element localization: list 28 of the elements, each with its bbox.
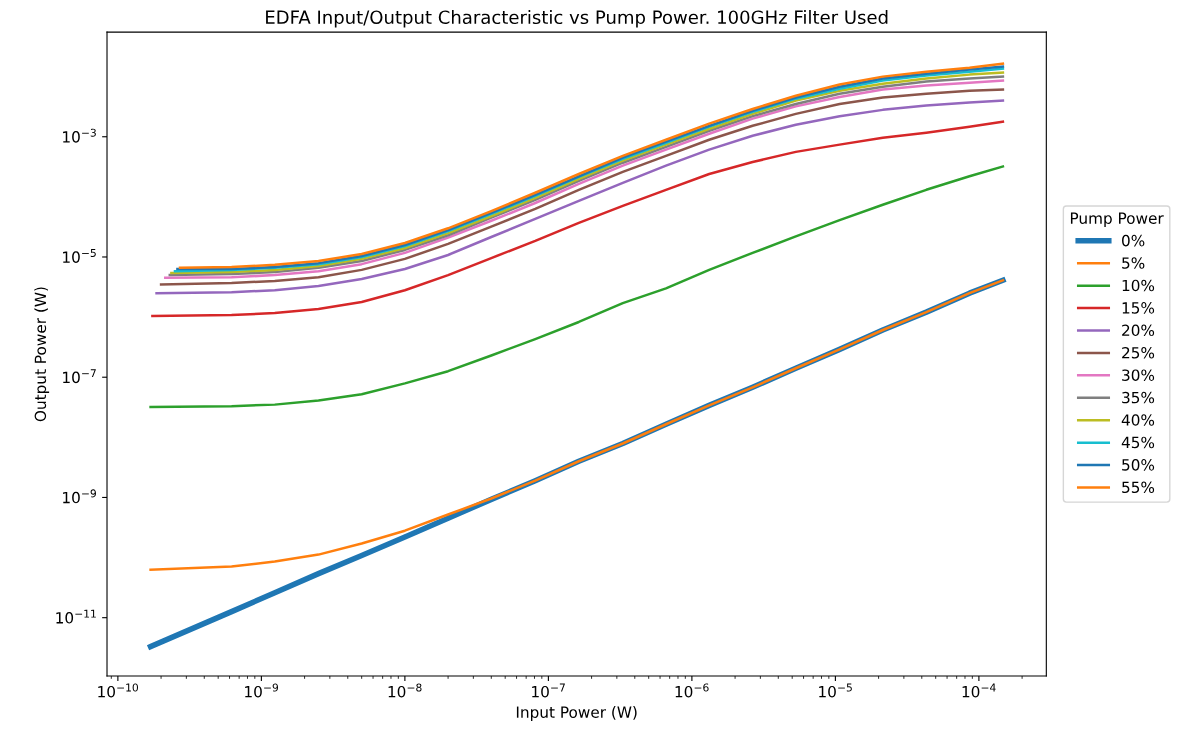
y-tick-label: 10$^{−7}$ xyxy=(63,369,96,384)
legend-label: 0% xyxy=(1122,234,1145,247)
x-tick-label: 10$^{−6}$ xyxy=(675,683,709,698)
x-tick-label: 10$^{−7}$ xyxy=(532,683,565,698)
y-tick-label: 10$^{−9}$ xyxy=(63,489,96,504)
legend-label: 35% xyxy=(1122,391,1155,404)
legend-label: 50% xyxy=(1122,459,1155,471)
legend-label: 20% xyxy=(1122,324,1155,337)
legend-label: 15% xyxy=(1122,302,1155,314)
x-tick-label: 10$^{−10}$ xyxy=(98,683,139,698)
legend-label: 30% xyxy=(1122,369,1155,381)
chart-title: EDFA Input/Output Characteristic vs Pump Power. 100GHz Filter Used xyxy=(266,10,888,28)
x-tick-label: 10$^{−8}$ xyxy=(388,683,422,698)
legend-label: 25% xyxy=(1122,346,1155,359)
legend-label: 5% xyxy=(1122,257,1145,269)
x-tick-label: 10$^{−4}$ xyxy=(962,683,996,698)
x-tick-label: 10$^{−5}$ xyxy=(819,683,852,698)
y-axis-title: Output Power (W) xyxy=(34,287,50,422)
legend-label: 40% xyxy=(1121,414,1155,426)
legend-label: 45% xyxy=(1121,436,1155,449)
y-tick-label: 10$^{−11}$ xyxy=(56,609,96,624)
legend-title: Pump Power xyxy=(1070,212,1164,227)
x-axis-title: Input Power (W) xyxy=(516,706,637,721)
x-tick-label: 10$^{−9}$ xyxy=(245,683,279,698)
y-tick-label: 10$^{−3}$ xyxy=(63,128,96,143)
legend-label: 55% xyxy=(1122,481,1155,494)
y-tick-label: 10$^{−5}$ xyxy=(63,249,96,263)
legend-label: 10% xyxy=(1122,279,1155,292)
